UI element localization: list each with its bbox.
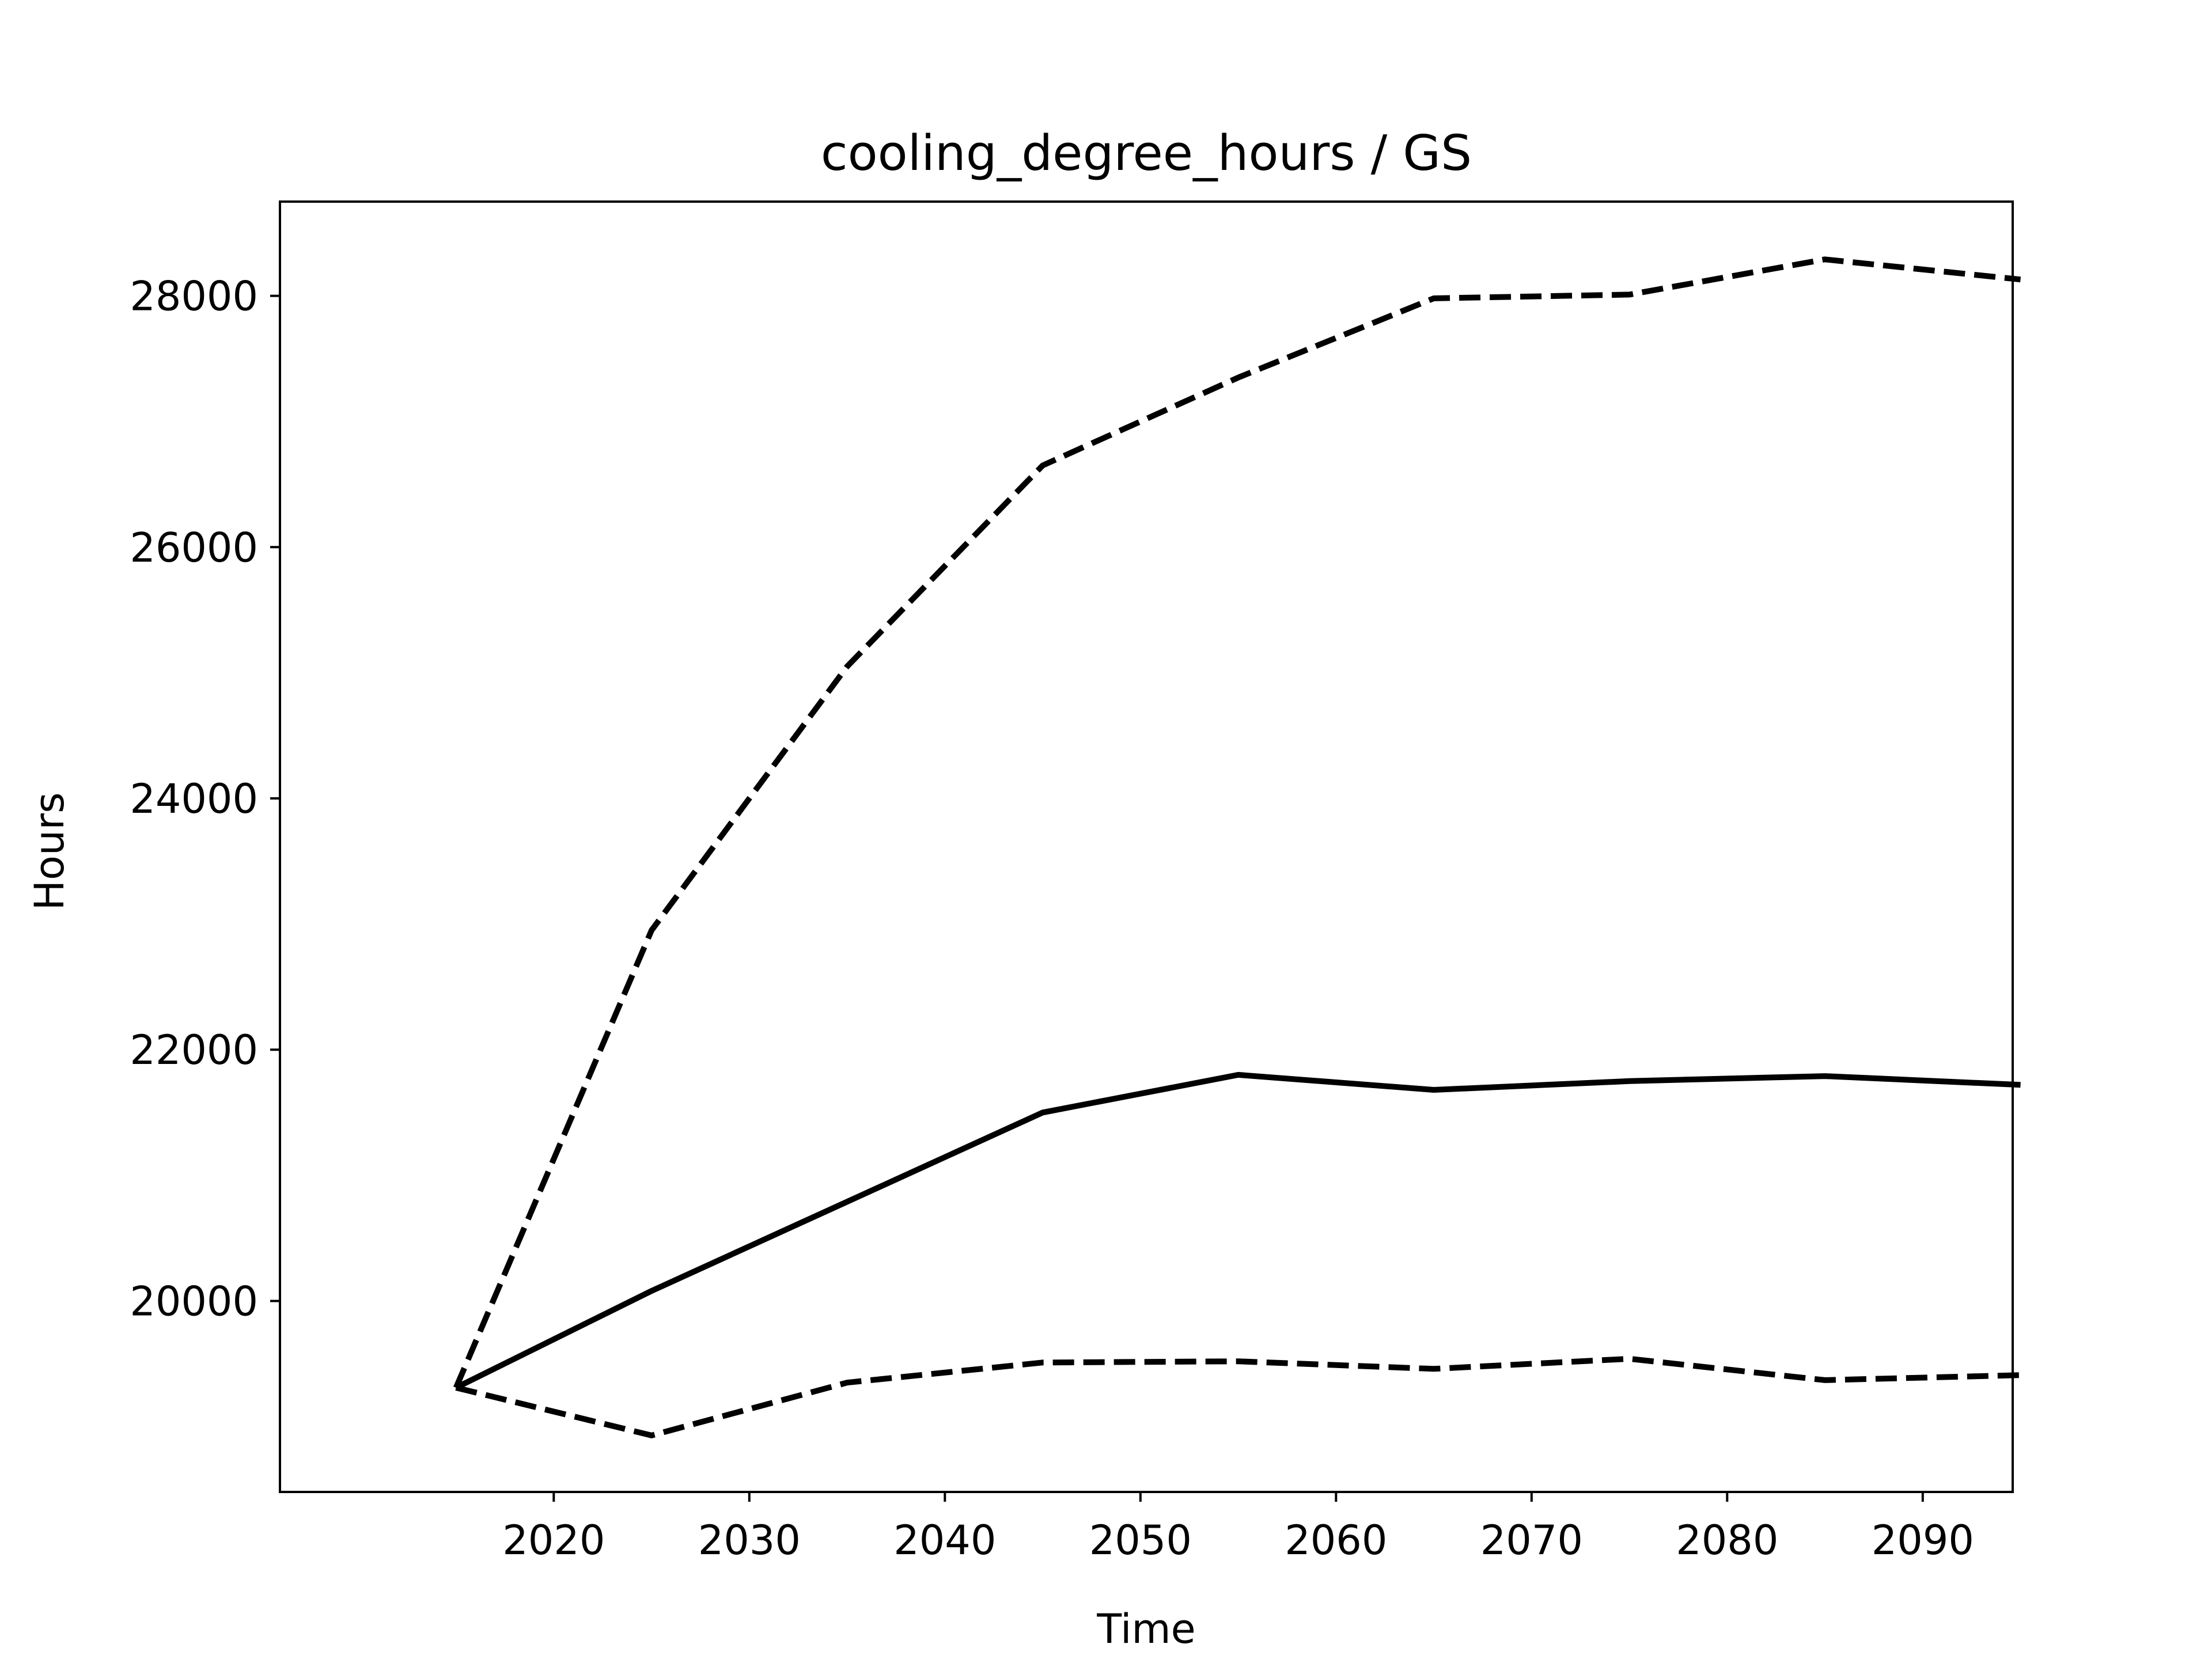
y-tick-label-28000: 28000 <box>130 273 258 320</box>
chart-title: cooling_degree_hours / GS <box>821 125 1472 182</box>
x-tick-label-2070: 2070 <box>1480 1517 1583 1564</box>
x-tick-label-2080: 2080 <box>1676 1517 1778 1564</box>
y-tick-label-22000: 22000 <box>130 1027 258 1074</box>
plot-area: 2020 2030 2040 2050 2060 2070 2080 2090 20000 220… <box>130 200 2021 1564</box>
x-tick-label-2060: 2060 <box>1285 1517 1387 1564</box>
x-tick-label-2040: 2040 <box>893 1517 996 1564</box>
y-tick-label-20000: 20000 <box>130 1278 258 1325</box>
x-tick-label-2030: 2030 <box>698 1517 801 1564</box>
x-tick-label-2020: 2020 <box>502 1517 605 1564</box>
x-axis-label: Time <box>1096 1605 1195 1653</box>
x-tick-label-2090: 2090 <box>1872 1517 1974 1564</box>
series-line-2 <box>454 1071 2021 1391</box>
series-line-3 <box>455 1355 2021 1438</box>
y-axis-label: Hours <box>26 792 73 910</box>
x-tick-label-2050: 2050 <box>1089 1517 1192 1564</box>
y-tick-label-24000: 24000 <box>130 775 258 823</box>
y-tick-label-26000: 26000 <box>130 524 258 571</box>
plot-frame <box>279 200 2014 1493</box>
series-line-1 <box>453 256 2021 1389</box>
